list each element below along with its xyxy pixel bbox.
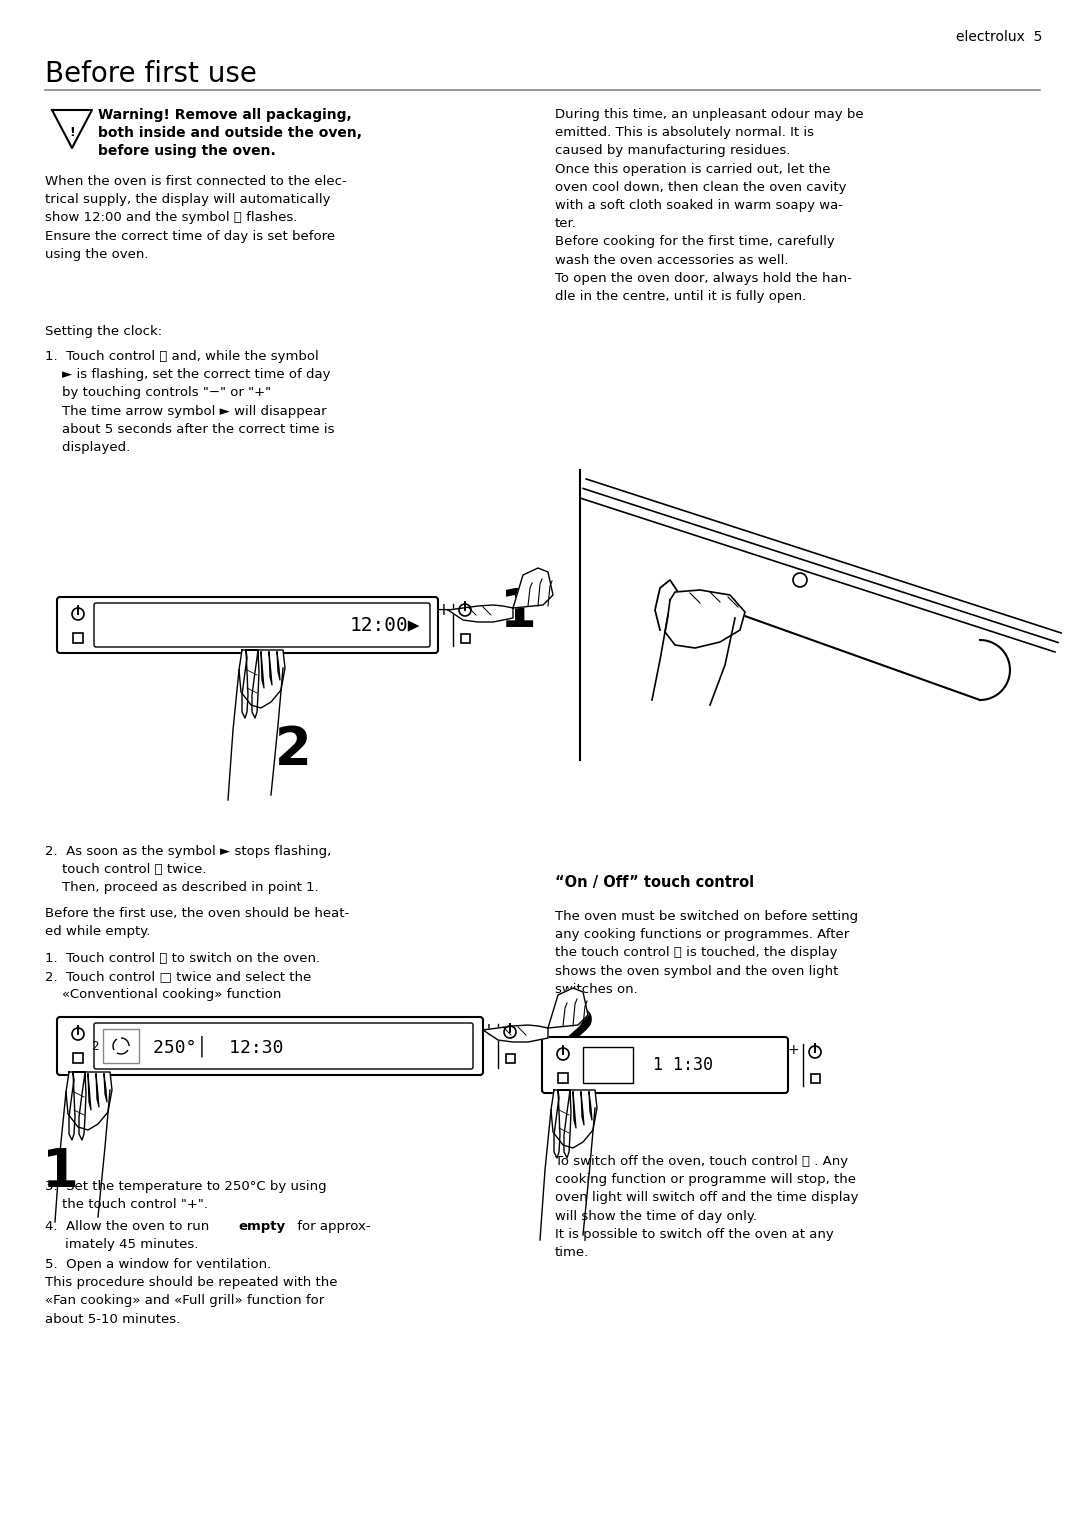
Text: The oven must be switched on before setting
any cooking functions or programmes.: The oven must be switched on before sett…: [555, 910, 859, 995]
Text: before using the oven.: before using the oven.: [98, 144, 275, 157]
Text: imately 45 minutes.: imately 45 minutes.: [65, 1238, 199, 1251]
Text: 2.  As soon as the symbol ► stops flashing,
    touch control ⓔ twice.
    Then,: 2. As soon as the symbol ► stops flashin…: [45, 846, 332, 894]
FancyBboxPatch shape: [57, 1017, 483, 1075]
Polygon shape: [665, 590, 745, 648]
Polygon shape: [513, 567, 553, 609]
Text: Before the first use, the oven should be heat-
ed while empty.: Before the first use, the oven should be…: [45, 907, 349, 939]
Text: Before first use: Before first use: [45, 60, 257, 89]
Polygon shape: [242, 650, 259, 719]
Text: 2: 2: [91, 1040, 98, 1052]
FancyBboxPatch shape: [558, 1073, 568, 1083]
Text: 1.  Touch control ⓔ and, while the symbol
    ► is flashing, set the correct tim: 1. Touch control ⓔ and, while the symbol…: [45, 350, 335, 454]
FancyBboxPatch shape: [583, 1047, 633, 1083]
FancyBboxPatch shape: [103, 1029, 139, 1063]
FancyBboxPatch shape: [542, 1037, 788, 1093]
Text: 1: 1: [42, 1147, 79, 1199]
FancyBboxPatch shape: [73, 633, 83, 644]
Text: empty: empty: [238, 1220, 285, 1232]
Text: “On / Off” touch control: “On / Off” touch control: [555, 875, 754, 890]
Polygon shape: [548, 988, 588, 1027]
Text: 1.  Touch control ⓔ to switch on the oven.: 1. Touch control ⓔ to switch on the oven…: [45, 953, 320, 965]
Text: for approx-: for approx-: [293, 1220, 370, 1232]
Polygon shape: [551, 1090, 597, 1148]
Text: +: +: [436, 601, 450, 619]
Text: 2: 2: [559, 1006, 596, 1058]
Text: +: +: [481, 1021, 495, 1040]
FancyBboxPatch shape: [810, 1073, 820, 1083]
Text: Warning! Remove all packaging,: Warning! Remove all packaging,: [98, 109, 352, 122]
Polygon shape: [239, 650, 285, 708]
Polygon shape: [69, 1072, 86, 1141]
Text: When the oven is first connected to the elec-
trical supply, the display will au: When the oven is first connected to the …: [45, 174, 347, 261]
Text: To switch off the oven, touch control ⓔ . Any
cooking function or programme will: To switch off the oven, touch control ⓔ …: [555, 1154, 859, 1258]
FancyBboxPatch shape: [94, 602, 430, 647]
Text: 2: 2: [274, 725, 311, 777]
FancyBboxPatch shape: [73, 1053, 83, 1063]
FancyBboxPatch shape: [505, 1053, 514, 1063]
Text: electrolux  5: electrolux 5: [956, 31, 1042, 44]
Text: both inside and outside the oven,: both inside and outside the oven,: [98, 125, 362, 141]
Polygon shape: [554, 1090, 571, 1157]
Text: +: +: [787, 1043, 799, 1057]
Text: 1 1:30: 1 1:30: [653, 1057, 713, 1073]
Text: 4.  Allow the oven to run: 4. Allow the oven to run: [45, 1220, 214, 1232]
Text: 3.  Set the temperature to 250°C by using
    the touch control "+".: 3. Set the temperature to 250°C by using…: [45, 1180, 326, 1211]
Text: !: !: [69, 125, 75, 139]
Text: 1: 1: [500, 586, 537, 638]
Polygon shape: [483, 1024, 548, 1041]
Text: 5.  Open a window for ventilation.
This procedure should be repeated with the
«F: 5. Open a window for ventilation. This p…: [45, 1258, 337, 1326]
Text: 2.  Touch control □ twice and select the
    «Conventional cooking» function: 2. Touch control □ twice and select the …: [45, 969, 311, 1001]
Polygon shape: [448, 605, 513, 622]
Polygon shape: [66, 1072, 112, 1130]
FancyBboxPatch shape: [94, 1023, 473, 1069]
Text: 250°│  12:30: 250°│ 12:30: [153, 1035, 283, 1057]
Text: 12:00▶: 12:00▶: [350, 616, 420, 635]
Text: During this time, an unpleasant odour may be
emitted. This is absolutely normal.: During this time, an unpleasant odour ma…: [555, 109, 864, 303]
FancyBboxPatch shape: [460, 633, 470, 642]
Text: Setting the clock:: Setting the clock:: [45, 326, 162, 338]
FancyBboxPatch shape: [57, 596, 438, 653]
